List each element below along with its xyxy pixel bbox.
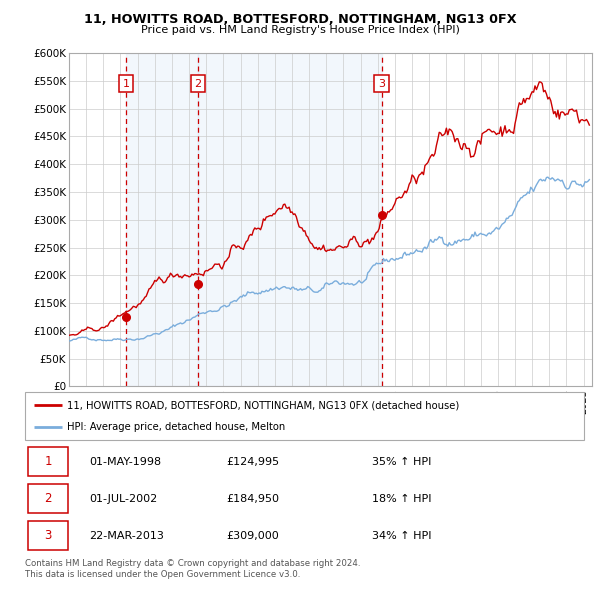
- FancyBboxPatch shape: [28, 484, 68, 513]
- Text: 2: 2: [44, 492, 52, 505]
- Text: Price paid vs. HM Land Registry's House Price Index (HPI): Price paid vs. HM Land Registry's House …: [140, 25, 460, 35]
- FancyBboxPatch shape: [28, 521, 68, 550]
- Text: 01-MAY-1998: 01-MAY-1998: [89, 457, 161, 467]
- Text: 11, HOWITTS ROAD, BOTTESFORD, NOTTINGHAM, NG13 0FX (detached house): 11, HOWITTS ROAD, BOTTESFORD, NOTTINGHAM…: [67, 400, 460, 410]
- Text: 1: 1: [44, 455, 52, 468]
- FancyBboxPatch shape: [25, 392, 584, 440]
- Text: 01-JUL-2002: 01-JUL-2002: [89, 494, 158, 503]
- FancyBboxPatch shape: [28, 447, 68, 476]
- Text: 3: 3: [44, 529, 52, 542]
- Text: £309,000: £309,000: [227, 530, 279, 540]
- Text: £124,995: £124,995: [227, 457, 280, 467]
- Text: £184,950: £184,950: [227, 494, 280, 503]
- Bar: [126, 53, 197, 386]
- Bar: [197, 53, 382, 386]
- Text: 18% ↑ HPI: 18% ↑ HPI: [372, 494, 431, 503]
- Text: This data is licensed under the Open Government Licence v3.0.: This data is licensed under the Open Gov…: [25, 570, 301, 579]
- Text: 22-MAR-2013: 22-MAR-2013: [89, 530, 164, 540]
- Text: 11, HOWITTS ROAD, BOTTESFORD, NOTTINGHAM, NG13 0FX: 11, HOWITTS ROAD, BOTTESFORD, NOTTINGHAM…: [83, 13, 517, 26]
- Text: 3: 3: [378, 78, 385, 88]
- Text: 34% ↑ HPI: 34% ↑ HPI: [372, 530, 431, 540]
- Text: HPI: Average price, detached house, Melton: HPI: Average price, detached house, Melt…: [67, 422, 286, 432]
- Text: 1: 1: [122, 78, 130, 88]
- Text: 2: 2: [194, 78, 201, 88]
- Text: 35% ↑ HPI: 35% ↑ HPI: [372, 457, 431, 467]
- Text: Contains HM Land Registry data © Crown copyright and database right 2024.: Contains HM Land Registry data © Crown c…: [25, 559, 361, 568]
